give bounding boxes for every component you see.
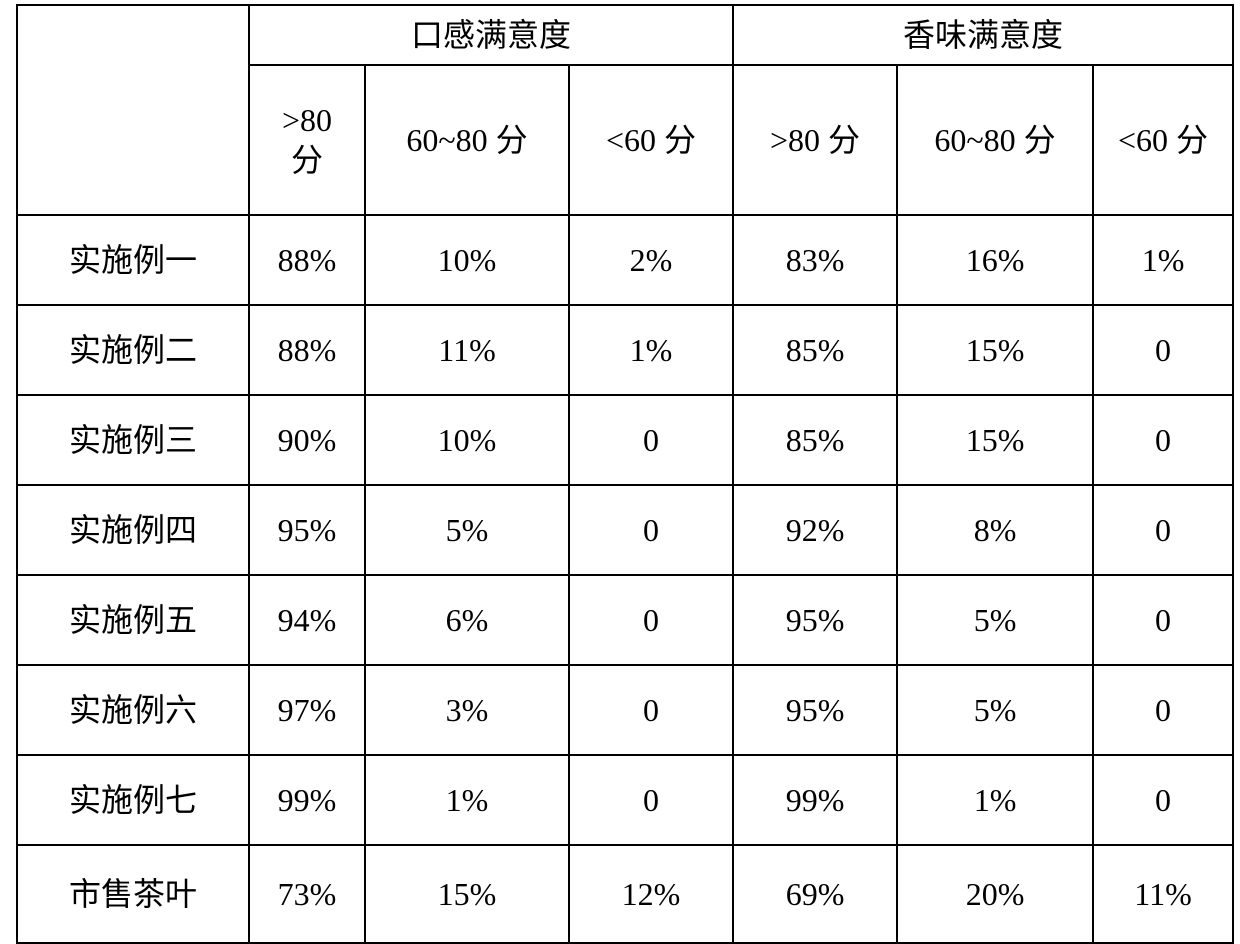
cell: 1% [569, 305, 733, 395]
row-label: 实施例七 [17, 755, 249, 845]
cell: 1% [365, 755, 569, 845]
cell: 0 [1093, 395, 1233, 485]
cell: 90% [249, 395, 365, 485]
cell: 3% [365, 665, 569, 755]
cell: 2% [569, 215, 733, 305]
table-row: 市售茶叶 73% 15% 12% 69% 20% 11% [17, 845, 1233, 943]
row-label: 实施例二 [17, 305, 249, 395]
subheader-taste-gt80: >80 分 [249, 65, 365, 215]
cell: 85% [733, 305, 897, 395]
cell: 10% [365, 215, 569, 305]
row-label: 实施例六 [17, 665, 249, 755]
subheader-taste-gt80-l1: >80 [250, 100, 364, 140]
cell: 15% [365, 845, 569, 943]
cell: 0 [1093, 575, 1233, 665]
row-label: 实施例四 [17, 485, 249, 575]
cell: 5% [365, 485, 569, 575]
cell: 0 [569, 395, 733, 485]
table-row: 实施例五 94% 6% 0 95% 5% 0 [17, 575, 1233, 665]
cell: 95% [249, 485, 365, 575]
table-row: 实施例一 88% 10% 2% 83% 16% 1% [17, 215, 1233, 305]
subheader-aroma-lt60: <60 分 [1093, 65, 1233, 215]
cell: 88% [249, 305, 365, 395]
table-row: 实施例六 97% 3% 0 95% 5% 0 [17, 665, 1233, 755]
cell: 73% [249, 845, 365, 943]
table-row: 实施例七 99% 1% 0 99% 1% 0 [17, 755, 1233, 845]
header-group-aroma: 香味满意度 [733, 5, 1233, 65]
cell: 88% [249, 215, 365, 305]
satisfaction-table: 口感满意度 香味满意度 >80 分 60~80 分 <60 分 >80 分 60… [16, 4, 1234, 944]
row-label: 实施例五 [17, 575, 249, 665]
cell: 5% [897, 665, 1093, 755]
subheader-aroma-gt80: >80 分 [733, 65, 897, 215]
cell: 99% [249, 755, 365, 845]
cell: 0 [569, 665, 733, 755]
cell: 1% [1093, 215, 1233, 305]
cell: 6% [365, 575, 569, 665]
table-row: 实施例二 88% 11% 1% 85% 15% 0 [17, 305, 1233, 395]
cell: 16% [897, 215, 1093, 305]
cell: 0 [569, 575, 733, 665]
subheader-aroma-mid: 60~80 分 [897, 65, 1093, 215]
cell: 12% [569, 845, 733, 943]
header-blank [17, 5, 249, 215]
cell: 11% [1093, 845, 1233, 943]
subheader-taste-gt80-l2: 分 [250, 140, 364, 180]
table-row: 实施例三 90% 10% 0 85% 15% 0 [17, 395, 1233, 485]
cell: 94% [249, 575, 365, 665]
row-label: 市售茶叶 [17, 845, 249, 943]
cell: 15% [897, 305, 1093, 395]
cell: 69% [733, 845, 897, 943]
cell: 95% [733, 665, 897, 755]
subheader-taste-lt60: <60 分 [569, 65, 733, 215]
table-row: 实施例四 95% 5% 0 92% 8% 0 [17, 485, 1233, 575]
cell: 15% [897, 395, 1093, 485]
cell: 97% [249, 665, 365, 755]
cell: 85% [733, 395, 897, 485]
cell: 0 [569, 755, 733, 845]
cell: 92% [733, 485, 897, 575]
cell: 1% [897, 755, 1093, 845]
cell: 83% [733, 215, 897, 305]
cell: 20% [897, 845, 1093, 943]
row-label: 实施例一 [17, 215, 249, 305]
row-label: 实施例三 [17, 395, 249, 485]
cell: 5% [897, 575, 1093, 665]
cell: 11% [365, 305, 569, 395]
cell: 0 [1093, 485, 1233, 575]
cell: 0 [569, 485, 733, 575]
cell: 95% [733, 575, 897, 665]
cell: 10% [365, 395, 569, 485]
header-group-taste: 口感满意度 [249, 5, 733, 65]
cell: 8% [897, 485, 1093, 575]
cell: 99% [733, 755, 897, 845]
cell: 0 [1093, 755, 1233, 845]
cell: 0 [1093, 665, 1233, 755]
subheader-taste-mid: 60~80 分 [365, 65, 569, 215]
cell: 0 [1093, 305, 1233, 395]
